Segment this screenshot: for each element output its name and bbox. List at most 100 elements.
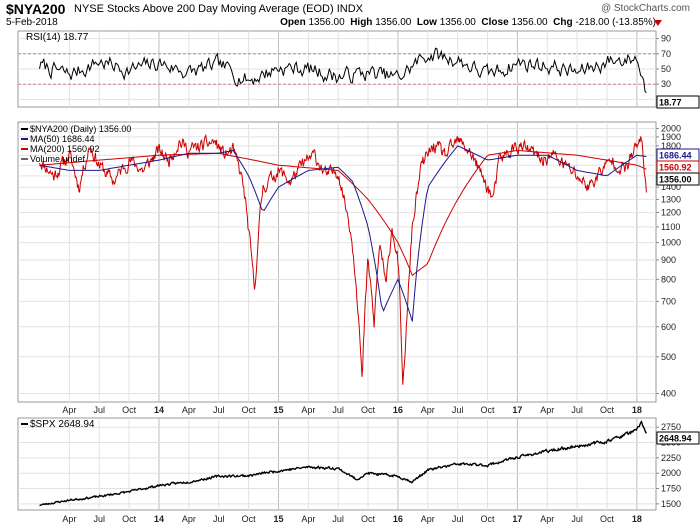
x-tick-label: Jul — [332, 405, 344, 415]
x-tick-label: Jul — [571, 514, 583, 524]
rsi-tick-label: 50 — [661, 64, 671, 74]
x-tick-label: Apr — [301, 405, 315, 415]
x-tick-label: Apr — [182, 514, 196, 524]
nya200-last-value-box — [656, 172, 700, 186]
x-tick-label: Apr — [540, 514, 554, 524]
rsi-tick-label: 70 — [661, 49, 671, 59]
ticker-symbol: $NYA200 — [6, 1, 66, 17]
price-tick-label: 600 — [661, 322, 676, 332]
exchange-label: INDX — [336, 3, 363, 15]
rsi-line — [39, 47, 647, 94]
x-tick-label: 15 — [273, 405, 283, 415]
x-tick-label: Jul — [213, 514, 225, 524]
price-y-axis: 2000190018001700160015001400130012001100… — [18, 123, 681, 399]
x-tick-label: Oct — [122, 405, 137, 415]
x-tick-label: 14 — [154, 405, 164, 415]
rsi-legend-label: RSI(14) 18.77 — [26, 32, 89, 43]
copyright-label: @ StockCharts.com — [600, 3, 690, 14]
x-tick-label: Jul — [571, 405, 583, 415]
low-label: Low — [416, 17, 437, 28]
legend-item-label: MA(200) 1560.92 — [30, 144, 100, 154]
close-label: Close — [481, 17, 509, 28]
x-tick-label: 16 — [393, 405, 403, 415]
price-tick-label: 1800 — [661, 141, 681, 151]
x-tick-label: Oct — [361, 514, 376, 524]
legend-item-label: MA(50) 1686.44 — [30, 134, 95, 144]
x-tick-label: 14 — [154, 514, 164, 524]
x-tick-label: Apr — [182, 405, 196, 415]
x-tick-label: 17 — [512, 405, 522, 415]
ma50-line — [39, 145, 647, 322]
x-tick-label: Apr — [301, 514, 315, 524]
x-tick-label: Jul — [93, 405, 105, 415]
price-tick-label: 1400 — [661, 182, 681, 192]
price-tick-label: 800 — [661, 274, 676, 284]
nya200-line — [39, 133, 647, 385]
spx-line — [39, 420, 647, 507]
price-tick-label: 1000 — [661, 238, 681, 248]
low-value: 1356.00 — [439, 17, 476, 28]
down-arrow-icon — [654, 20, 662, 26]
price-tick-label: 400 — [661, 389, 676, 399]
price-tick-label: 1100 — [661, 222, 680, 232]
x-tick-label: Oct — [481, 514, 496, 524]
x-tick-label: 16 — [393, 514, 403, 524]
x-tick-label: Jul — [452, 405, 464, 415]
ohlc-readout: Open 1356.00 High 1356.00 Low 1356.00 Cl… — [280, 17, 656, 28]
nya200-last-value-text: 1356.00 — [659, 175, 692, 185]
panel-frame-spx — [17, 417, 657, 511]
spx-last-value-text: 2648.94 — [659, 434, 692, 444]
ma200-line — [39, 149, 647, 277]
x-tick-label: Oct — [122, 514, 137, 524]
chart-description: NYSE Stocks Above 200 Day Moving Average… — [74, 3, 363, 15]
ma200-last-value-text: 1560.92 — [659, 163, 692, 173]
nya200-last-value: 1356.00 — [656, 172, 700, 186]
description-text: NYSE Stocks Above 200 Day Moving Average… — [74, 3, 334, 15]
price-tick-label: 1300 — [661, 194, 681, 204]
rsi-tick-label: 30 — [661, 79, 671, 89]
spx-tick-label: 2250 — [661, 453, 681, 463]
x-tick-label: Apr — [421, 514, 435, 524]
spx-last-value: 2648.94 — [656, 431, 700, 445]
legend-item-label: Volume undef — [30, 154, 86, 164]
price-tick-label: 1900 — [661, 132, 681, 142]
x-tick-label: Oct — [361, 405, 376, 415]
x-tick-label: Oct — [600, 405, 615, 415]
rsi-last-value-text: 18.77 — [659, 98, 682, 108]
open-label: Open — [280, 17, 306, 28]
spx-last-value-box — [656, 431, 700, 445]
price-x-axis: Apr Jul Oct 14 Apr Jul Oct 15 Apr Jul Oct 16 Apr Jul O… — [62, 405, 642, 415]
spx-tick-label: 1750 — [661, 484, 681, 494]
open-value: 1356.00 — [308, 17, 345, 28]
legend-item-label: $NYA200 (Daily) 1356.00 — [30, 124, 131, 134]
close-value: 1356.00 — [511, 17, 548, 28]
x-tick-label: 15 — [273, 514, 283, 524]
spx-tick-label: 2750 — [661, 422, 681, 432]
spx-tick-label: 2000 — [661, 468, 681, 478]
x-tick-label: Jul — [213, 405, 225, 415]
x-tick-label: Oct — [242, 514, 257, 524]
x-tick-label: Oct — [481, 405, 496, 415]
x-tick-label: Jul — [93, 514, 105, 524]
x-tick-label: Apr — [62, 405, 76, 415]
rsi-tick-label: 90 — [661, 34, 671, 44]
rsi-legend: RSI(14) 18.77 — [26, 32, 89, 43]
x-tick-label: 17 — [512, 514, 522, 524]
spx-x-axis: Apr Jul Oct 14 Apr Jul Oct 15 Apr Jul Oct 16 Apr Jul O… — [62, 514, 642, 524]
spx-legend: $SPX 2648.94 — [21, 419, 95, 430]
x-tick-label: 18 — [632, 405, 642, 415]
high-label: High — [350, 17, 373, 28]
price-tick-label: 700 — [661, 296, 676, 306]
price-tick-label: 900 — [661, 255, 676, 265]
x-tick-label: Apr — [62, 514, 76, 524]
x-tick-label: 18 — [632, 514, 642, 524]
price-tick-label: 500 — [661, 352, 676, 362]
price-tick-label: 1200 — [661, 208, 681, 218]
ma50-last-value: 1686.44 — [656, 148, 700, 162]
rsi-last-value-box — [656, 95, 700, 109]
x-tick-label: Apr — [421, 405, 435, 415]
x-tick-label: Oct — [242, 405, 257, 415]
ma50-last-value-text: 1686.44 — [659, 151, 692, 161]
